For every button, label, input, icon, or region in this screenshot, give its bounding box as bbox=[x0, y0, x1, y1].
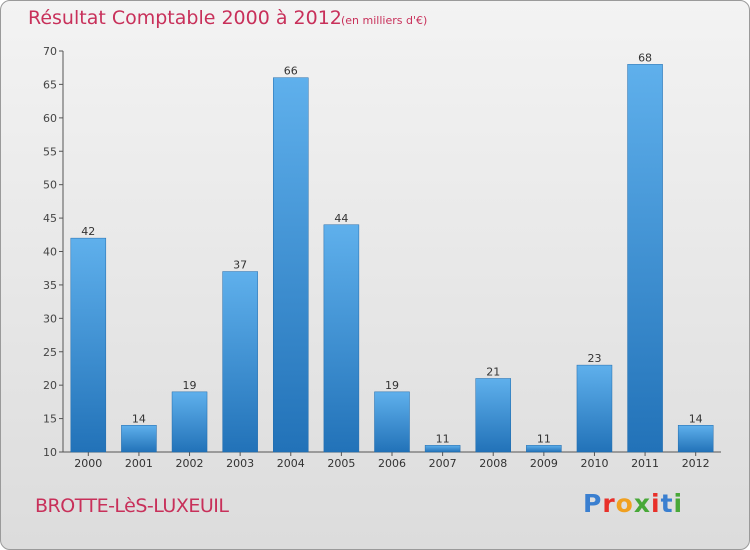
chart-title: Résultat Comptable 2000 à 2012 bbox=[28, 7, 342, 29]
y-tick-label: 20 bbox=[43, 379, 57, 392]
x-tick-label: 2011 bbox=[631, 457, 659, 470]
bar-2011 bbox=[627, 64, 663, 453]
data-label: 19 bbox=[385, 379, 399, 392]
bar-2004 bbox=[273, 77, 309, 453]
bar-2002 bbox=[171, 391, 208, 453]
logo-letter: i bbox=[651, 489, 661, 518]
y-tick-label: 25 bbox=[43, 346, 57, 359]
data-label: 11 bbox=[436, 432, 450, 445]
bar-2007 bbox=[424, 445, 461, 453]
y-tick-label: 15 bbox=[43, 413, 57, 426]
y-tick-label: 65 bbox=[43, 78, 57, 91]
data-label: 68 bbox=[638, 51, 652, 64]
chart-subtitle: (en milliers d'€) bbox=[341, 14, 428, 27]
data-label: 14 bbox=[132, 412, 146, 425]
x-tick-label: 2001 bbox=[125, 457, 153, 470]
data-label: 42 bbox=[81, 225, 95, 238]
x-tick-label: 2003 bbox=[226, 457, 254, 470]
x-tick-label: 2000 bbox=[74, 457, 102, 470]
x-tick-label: 2005 bbox=[327, 457, 355, 470]
y-tick-label: 35 bbox=[43, 279, 57, 292]
y-tick-label: 30 bbox=[43, 312, 57, 325]
bar-2005 bbox=[323, 224, 360, 453]
bar-2001 bbox=[121, 425, 157, 453]
y-tick-label: 55 bbox=[43, 145, 57, 158]
x-tick-label: 2002 bbox=[176, 457, 204, 470]
x-tick-label: 2004 bbox=[277, 457, 305, 470]
x-tick-label: 2007 bbox=[429, 457, 457, 470]
bar-2012 bbox=[677, 425, 714, 453]
logo-letter: r bbox=[602, 489, 616, 518]
data-label: 21 bbox=[486, 365, 500, 378]
data-label: 14 bbox=[689, 412, 703, 425]
y-tick-label: 50 bbox=[43, 179, 57, 192]
proxiti-logo[interactable]: Proxiti bbox=[583, 489, 683, 518]
y-tick-label: 45 bbox=[43, 212, 57, 225]
bar-2006 bbox=[374, 391, 410, 453]
x-tick-label: 2009 bbox=[530, 457, 558, 470]
x-tick-label: 2006 bbox=[378, 457, 406, 470]
x-tick-label: 2010 bbox=[580, 457, 608, 470]
data-label: 19 bbox=[183, 379, 197, 392]
data-label: 23 bbox=[587, 352, 601, 365]
logo-letter: o bbox=[615, 489, 634, 518]
x-tick-label: 2008 bbox=[479, 457, 507, 470]
data-label: 44 bbox=[334, 212, 348, 225]
bar-2009 bbox=[526, 445, 562, 453]
data-label: 11 bbox=[537, 432, 551, 445]
logo-letter: t bbox=[660, 489, 674, 518]
bar-2008 bbox=[475, 378, 511, 453]
y-tick-label: 70 bbox=[43, 45, 57, 58]
logo-letter: i bbox=[673, 489, 684, 518]
data-label: 37 bbox=[233, 259, 247, 272]
commune-name: BROTTE-LèS-LUXEUIL bbox=[35, 495, 229, 517]
y-tick-label: 40 bbox=[43, 246, 57, 259]
data-label: 66 bbox=[284, 65, 298, 78]
bar-2003 bbox=[222, 271, 258, 453]
y-tick-label: 60 bbox=[43, 112, 57, 125]
y-tick-label: 10 bbox=[43, 446, 57, 459]
logo-letter: x bbox=[633, 489, 651, 518]
bar-2010 bbox=[576, 364, 613, 453]
logo-letter: P bbox=[583, 489, 603, 518]
x-tick-label: 2012 bbox=[682, 457, 710, 470]
bar-2000 bbox=[70, 237, 107, 453]
